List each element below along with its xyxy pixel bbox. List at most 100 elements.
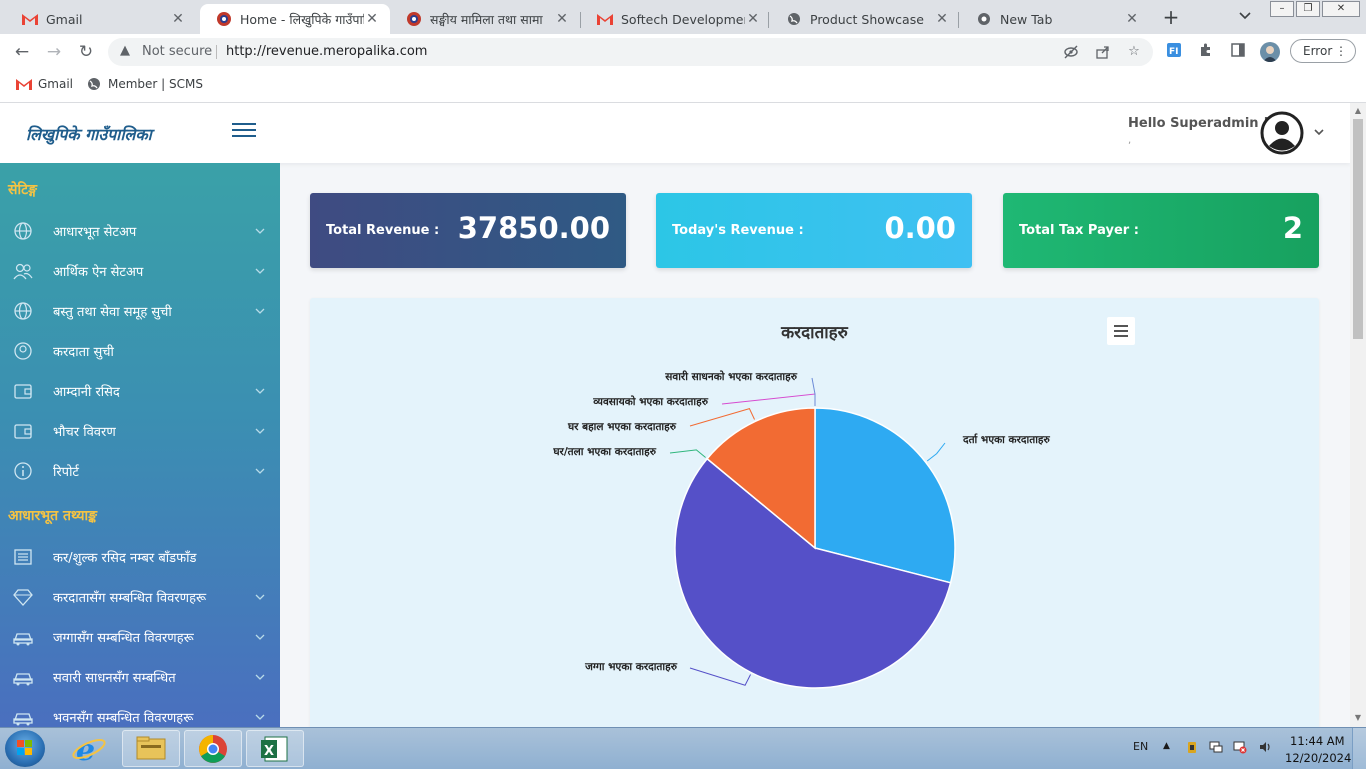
tab-separator bbox=[768, 12, 769, 28]
total-tax-payer-card: Total Tax Payer : 2 bbox=[1003, 193, 1319, 268]
pie-slice[interactable] bbox=[814, 407, 956, 584]
profile-avatar[interactable] bbox=[1260, 42, 1280, 62]
security-label[interactable]: Not secure bbox=[142, 44, 213, 59]
user-menu-chevron-icon[interactable] bbox=[1312, 125, 1326, 139]
network-disconnected-icon[interactable] bbox=[1233, 740, 1247, 754]
newspaper-icon bbox=[14, 549, 32, 565]
security-shield-icon[interactable] bbox=[1185, 740, 1199, 754]
scrollbar-thumb[interactable] bbox=[1353, 119, 1363, 339]
pie-connector-line bbox=[689, 408, 755, 427]
chevron-down-icon bbox=[255, 468, 265, 474]
sidebar-item-land-details[interactable]: जग्गासँग सम्बन्धित विवरणहरू bbox=[0, 619, 280, 655]
omnibox[interactable]: ▲ Not secure http://revenue.meropalika.c… bbox=[108, 38, 1153, 66]
tab-title: सङ्घीय मामिला तथा सामा bbox=[430, 11, 543, 27]
sidebar-item-report[interactable]: रिपोर्ट bbox=[0, 453, 280, 489]
sidebar-item-taxpayer-list[interactable]: करदाता सुची bbox=[0, 333, 280, 369]
card-value: 2 bbox=[1282, 211, 1303, 245]
sidebar-item-label: बस्तु तथा सेवा समूह सुची bbox=[53, 305, 172, 320]
close-tab-icon[interactable]: ✕ bbox=[366, 11, 378, 27]
sidebar-item-label: आधारभूत सेटअप bbox=[53, 225, 137, 240]
eye-slash-icon[interactable] bbox=[1063, 44, 1079, 60]
total-revenue-card: Total Revenue : 37850.00 bbox=[310, 193, 626, 268]
scroll-down-icon[interactable]: ▼ bbox=[1354, 713, 1362, 722]
sidebar-item-taxpayer-details[interactable]: करदातासँग सम्बन्धित विवरणहरू bbox=[0, 579, 280, 615]
tab-title: Softech Development - bbox=[621, 11, 745, 27]
error-button[interactable]: Error ⋮ bbox=[1290, 39, 1356, 63]
tab-softech[interactable]: Softech Development - ✕ bbox=[581, 4, 771, 34]
new-tab-button[interactable]: + bbox=[1162, 5, 1180, 29]
excel-icon[interactable]: X bbox=[246, 730, 304, 767]
pie-connector-line bbox=[721, 393, 816, 406]
close-tab-icon[interactable]: ✕ bbox=[1126, 11, 1138, 27]
restore-button[interactable]: ❐ bbox=[1296, 1, 1320, 17]
internet-explorer-icon[interactable]: e bbox=[60, 730, 118, 768]
forward-button[interactable]: → bbox=[46, 42, 62, 62]
pie-slice[interactable] bbox=[706, 407, 816, 550]
brand-name[interactable]: लिखुपिके गाउँपालिका bbox=[26, 125, 152, 144]
globe-icon bbox=[14, 222, 32, 240]
extension-fi-icon[interactable]: FI bbox=[1164, 42, 1184, 62]
sidebar-item-basic-setup[interactable]: आधारभूत सेटअप bbox=[0, 213, 280, 249]
close-window-button[interactable]: ✕ bbox=[1322, 1, 1360, 17]
sidebar-item-label: भवनसँग सम्बन्धित विवरणहरू bbox=[53, 711, 194, 726]
bookmark-gmail[interactable]: Gmail bbox=[16, 76, 73, 92]
reload-button[interactable]: ↻ bbox=[78, 42, 94, 62]
action-center-icon[interactable] bbox=[1209, 740, 1223, 754]
card-label: Total Tax Payer : bbox=[1019, 223, 1139, 238]
show-desktop-button[interactable] bbox=[1352, 728, 1366, 769]
clock-date[interactable]: 12/20/2024 bbox=[1285, 751, 1352, 765]
tab-search-chevron-icon[interactable] bbox=[1238, 8, 1256, 26]
sidebar-item-income-receipt[interactable]: आम्दानी रसिद bbox=[0, 373, 280, 409]
page-scrollbar[interactable]: ▲ ▼ bbox=[1350, 103, 1366, 727]
clock-time[interactable]: 11:44 AM bbox=[1290, 734, 1345, 748]
hamburger-menu-icon[interactable] bbox=[232, 123, 256, 139]
car-icon bbox=[13, 713, 33, 726]
browser-tab-strip: Gmail ✕ Home - लिखुपिके गाउँपालि ✕ सङ्घी… bbox=[0, 0, 1366, 34]
top-navbar: लिखुपिके गाउँपालिका Hello Superadmin ! , bbox=[0, 103, 1350, 163]
volume-icon[interactable] bbox=[1258, 740, 1272, 754]
sidebar-item-voucher-details[interactable]: भौचर विवरण bbox=[0, 413, 280, 449]
file-explorer-icon[interactable] bbox=[122, 730, 180, 767]
url-text[interactable]: http://revenue.meropalika.com bbox=[226, 44, 428, 59]
warning-icon[interactable]: ▲ bbox=[120, 43, 130, 58]
sidebar-item-goods-services-list[interactable]: बस्तु तथा सेवा समूह सुची bbox=[0, 293, 280, 329]
sidebar-item-vehicle-details[interactable]: सवारी साधनसँग सम्बन्धित bbox=[0, 659, 280, 695]
show-hidden-icons-icon[interactable]: ▲ bbox=[1163, 741, 1170, 751]
close-tab-icon[interactable]: ✕ bbox=[936, 11, 948, 27]
language-indicator[interactable]: EN bbox=[1133, 740, 1149, 753]
sidebar-item-finance-act-setup[interactable]: आर्थिक ऐन सेटअप bbox=[0, 253, 280, 289]
close-tab-icon[interactable]: ✕ bbox=[556, 11, 568, 27]
star-icon[interactable]: ☆ bbox=[1128, 44, 1140, 59]
puzzle-icon[interactable] bbox=[1196, 42, 1216, 62]
share-icon[interactable] bbox=[1095, 44, 1111, 60]
greeting-subtitle: , bbox=[1128, 135, 1132, 146]
card-label: Today's Revenue : bbox=[672, 223, 804, 238]
tab-home[interactable]: Home - लिखुपिके गाउँपालि ✕ bbox=[200, 4, 390, 34]
card-label: Total Revenue : bbox=[326, 223, 440, 238]
close-tab-icon[interactable]: ✕ bbox=[747, 11, 759, 27]
tab-gmail[interactable]: Gmail ✕ bbox=[6, 4, 196, 34]
tab-separator bbox=[958, 12, 959, 28]
tab-federal-affairs[interactable]: सङ्घीय मामिला तथा सामा ✕ bbox=[390, 4, 580, 34]
tab-product-showcase[interactable]: Product Showcase ✕ bbox=[770, 4, 960, 34]
side-panel-icon[interactable] bbox=[1228, 42, 1248, 62]
user-avatar-icon[interactable] bbox=[1260, 111, 1304, 155]
tab-title: Gmail bbox=[46, 11, 83, 27]
globe-icon bbox=[786, 11, 802, 27]
error-label: Error bbox=[1303, 44, 1333, 58]
back-button[interactable]: ← bbox=[14, 42, 30, 62]
sidebar-item-label: आर्थिक ऐन सेटअप bbox=[53, 265, 144, 280]
scroll-up-icon[interactable]: ▲ bbox=[1354, 106, 1362, 115]
pie-chart: दर्ता भएका करदाताहरु जग्गा भएका करदाताहरु… bbox=[552, 370, 1050, 689]
tab-new-tab[interactable]: New Tab ✕ bbox=[960, 4, 1150, 34]
start-button[interactable] bbox=[5, 730, 45, 767]
sidebar-item-building-details[interactable]: भवनसँग सम्बन्धित विवरणहरू bbox=[0, 699, 280, 727]
pie-slice[interactable] bbox=[674, 457, 952, 689]
bookmark-member-scms[interactable]: Member | SCMS bbox=[86, 76, 203, 92]
close-tab-icon[interactable]: ✕ bbox=[172, 11, 184, 27]
minimize-button[interactable]: – bbox=[1270, 1, 1294, 17]
chevron-down-icon bbox=[255, 388, 265, 394]
sidebar-item-receipt-number-allocation[interactable]: कर/शुल्क रसिद नम्बर बाँडफाँड bbox=[0, 539, 280, 575]
chrome-icon[interactable] bbox=[184, 730, 242, 767]
chart-menu-icon[interactable] bbox=[1107, 317, 1135, 345]
